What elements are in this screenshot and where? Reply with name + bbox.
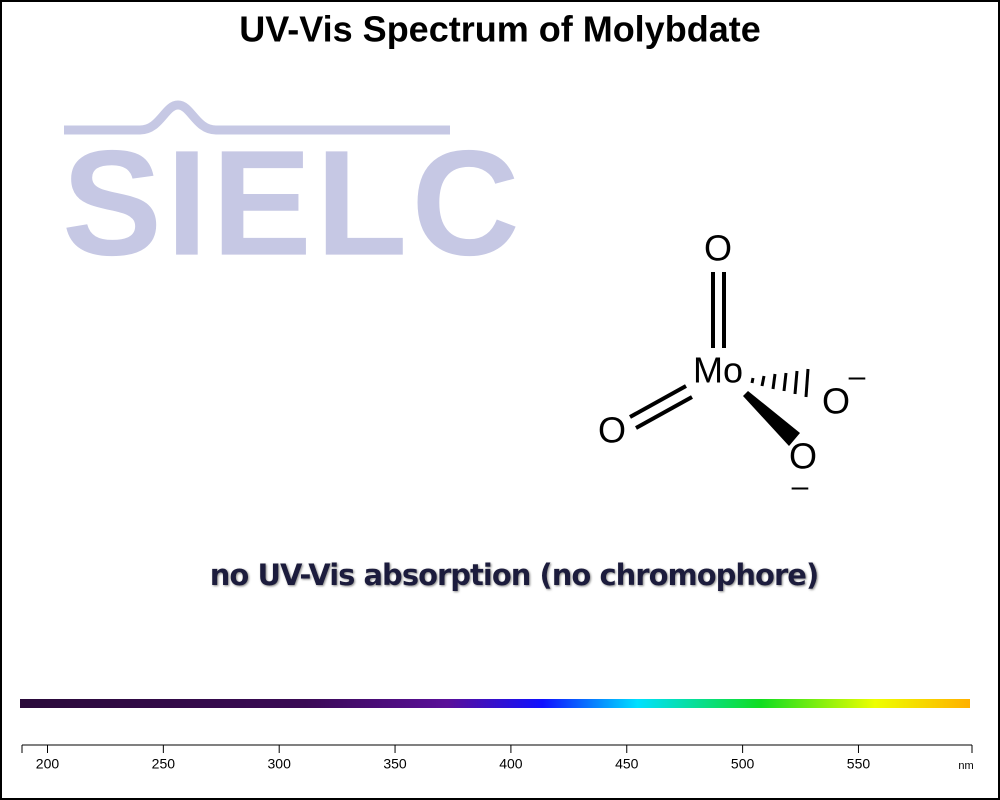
x-axis-unit: nm [958,760,973,772]
logo: SIELC [62,119,524,287]
logo-swoosh [64,100,450,135]
atom-label: O [598,410,626,451]
x-tick-label: 400 [499,756,523,772]
bond [629,384,687,419]
x-tick-label: 550 [847,756,871,772]
chart-title: UV-Vis Spectrum of Molybdate [239,9,760,50]
atom-label: Mo [693,350,743,391]
x-tick-label: 500 [731,756,755,772]
atom-label: O [704,228,732,269]
x-tick-label: 450 [615,756,639,772]
charge: – [792,470,809,503]
charge: – [849,360,866,393]
atom-label: O [789,436,817,477]
molecule: Mo O O O O – – [598,228,866,503]
wedge-bond [743,391,800,446]
atom-label: O [822,381,850,422]
bond [635,395,693,430]
x-tick-label: 300 [268,756,292,772]
spectrum-bar [20,699,970,708]
x-tick-label: 200 [36,756,60,772]
annotation: no UV-Vis absorption (no chromophore) [210,558,818,592]
hashed-bond [750,368,810,398]
x-tick-label: 350 [383,756,407,772]
x-tick-label: 250 [152,756,176,772]
